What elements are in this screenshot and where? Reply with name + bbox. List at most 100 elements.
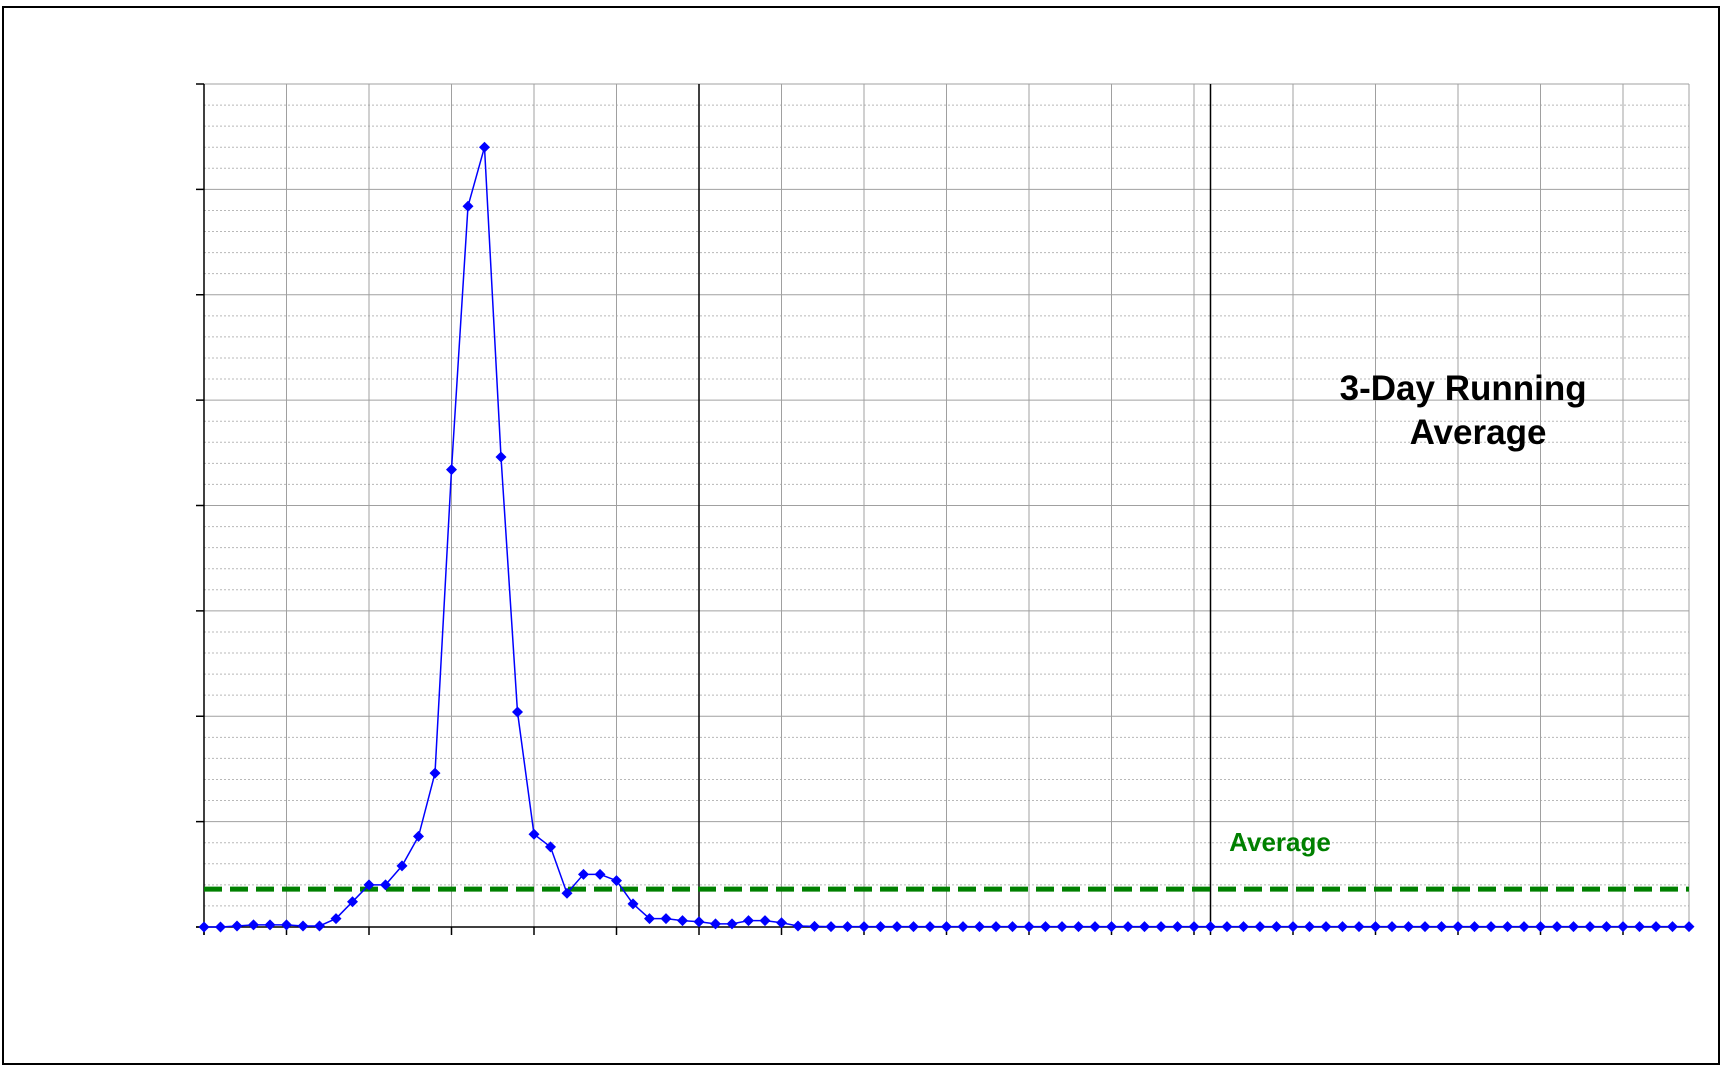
data-point — [743, 915, 754, 927]
data-point — [264, 919, 276, 931]
data-point — [1238, 921, 1249, 933]
data-point — [297, 920, 309, 932]
data-point — [528, 828, 540, 840]
data-point — [611, 875, 622, 887]
data-point — [1601, 921, 1612, 933]
data-point — [462, 200, 474, 212]
data-point — [363, 879, 375, 891]
data-point — [809, 920, 820, 932]
data-point — [990, 921, 1002, 933]
data-point — [1584, 921, 1596, 933]
data-point — [1188, 921, 1200, 933]
data-point — [1551, 921, 1563, 933]
data-point — [215, 921, 226, 933]
data-point — [1155, 921, 1167, 933]
data-point — [1106, 921, 1117, 933]
data-point — [1452, 921, 1464, 933]
data-point — [248, 919, 259, 931]
month-dividers — [698, 84, 1212, 927]
data-point — [330, 913, 342, 925]
data-point — [1634, 921, 1645, 933]
data-point — [1617, 921, 1629, 933]
data-point — [644, 913, 655, 925]
data-point — [1089, 921, 1101, 933]
data-point — [1172, 921, 1183, 933]
data-point — [512, 706, 523, 718]
data-point — [314, 920, 325, 932]
chart-annotation: 3-Day Running Average — [1340, 369, 1597, 452]
data-point — [710, 918, 721, 930]
average-label: Average — [1229, 827, 1331, 857]
data-point — [974, 921, 985, 933]
data-point — [446, 464, 457, 476]
annotation-line-1: 3-Day Running — [1340, 369, 1587, 408]
data-point — [1007, 921, 1018, 933]
data-point — [347, 896, 358, 908]
data-point — [594, 868, 606, 880]
data-point — [1386, 921, 1398, 933]
data-point — [1436, 921, 1447, 933]
data-point — [1287, 921, 1299, 933]
data-point — [545, 841, 556, 853]
y-axis — [196, 83, 204, 928]
data-point — [792, 920, 804, 932]
data-point — [1518, 921, 1530, 933]
data-point — [1320, 921, 1332, 933]
data-point — [198, 921, 210, 933]
data-point — [776, 917, 787, 929]
major-gridlines — [203, 83, 1690, 928]
data-point — [891, 921, 903, 933]
minor-gridlines — [204, 104, 1689, 907]
data-point — [1568, 921, 1579, 933]
data-point — [875, 921, 886, 933]
data-point — [957, 921, 969, 933]
data-point — [660, 913, 672, 925]
data-point — [759, 915, 771, 927]
data-point — [578, 868, 589, 880]
data-point — [1469, 921, 1480, 933]
data-point — [1403, 921, 1414, 933]
data-point — [693, 916, 705, 928]
data-point — [561, 887, 573, 899]
data-point — [924, 921, 936, 933]
data-point — [1205, 921, 1216, 933]
data-point — [1056, 921, 1068, 933]
annotation-line-2: Average — [1410, 413, 1547, 452]
series — [198, 141, 1695, 933]
data-point — [1122, 921, 1134, 933]
data-point — [858, 921, 870, 933]
data-point — [1535, 921, 1546, 933]
data-point — [1254, 921, 1266, 933]
data-point — [1073, 921, 1084, 933]
data-point — [1667, 921, 1678, 933]
data-point — [479, 141, 490, 153]
data-point — [1139, 921, 1150, 933]
data-point — [1040, 921, 1051, 933]
data-point — [1023, 921, 1035, 933]
data-point — [1271, 921, 1282, 933]
data-point — [627, 898, 639, 910]
data-point — [380, 879, 391, 891]
data-point — [1353, 921, 1365, 933]
data-point — [825, 921, 837, 933]
data-point — [1502, 921, 1513, 933]
data-point — [1337, 921, 1348, 933]
data-point — [908, 921, 919, 933]
data-point — [842, 921, 853, 933]
data-point — [677, 915, 688, 927]
data-point — [429, 767, 441, 779]
data-point — [413, 830, 424, 842]
data-point — [396, 860, 408, 872]
plot-border — [196, 84, 1689, 935]
data-point — [1304, 921, 1315, 933]
data-point — [1221, 921, 1233, 933]
data-point — [1485, 921, 1497, 933]
data-point — [1683, 921, 1695, 933]
data-point — [726, 918, 738, 930]
data-point — [495, 451, 507, 463]
data-point — [1370, 921, 1381, 933]
data-point — [1419, 921, 1431, 933]
data-point — [941, 921, 952, 933]
data-point — [1650, 921, 1662, 933]
